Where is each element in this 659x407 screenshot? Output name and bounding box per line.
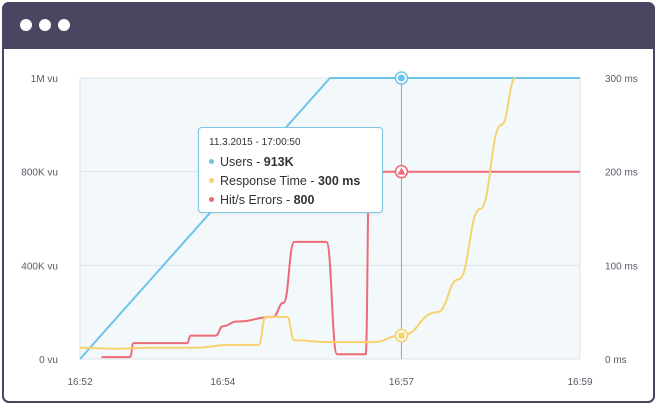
- left-axis-tick-label: 0 vu: [39, 355, 58, 366]
- right-axis-tick-label: 200 ms: [605, 168, 638, 179]
- x-axis-tick-label: 16:59: [567, 377, 592, 388]
- response-time-bullet-icon: [209, 178, 214, 184]
- series-line-users: [79, 77, 580, 360]
- right-axis-tick-label: 100 ms: [605, 261, 638, 272]
- tooltip-row-users: Users - 913K: [209, 153, 372, 172]
- users-marker: [397, 74, 405, 82]
- series-line-response-time: [79, 77, 517, 350]
- tooltip-label: Response Time -: [220, 174, 318, 188]
- tooltip-label: Hit/s Errors -: [220, 193, 294, 207]
- window-dot-icon[interactable]: [20, 19, 32, 31]
- left-axis-tick-label: 800K vu: [21, 168, 58, 179]
- chart-tooltip: 11.3.2015 - 17:00:50 Users - 913K Respon…: [198, 127, 383, 213]
- tooltip-row-errors: Hit/s Errors - 800: [209, 191, 372, 210]
- x-axis-tick-label: 16:57: [389, 377, 414, 388]
- x-axis-tick-label: 16:54: [210, 377, 235, 388]
- window-dot-icon[interactable]: [39, 19, 51, 31]
- window-dot-icon[interactable]: [58, 19, 70, 31]
- errors-marker-triangle-icon: [397, 167, 406, 175]
- right-axis-tick-label: 0 ms: [605, 355, 627, 366]
- tooltip-value: 300 ms: [317, 174, 361, 188]
- right-axis-tick-label: 300 ms: [605, 74, 638, 85]
- window-titlebar: [2, 2, 655, 49]
- line-chart: 0 vu 400K vu 800K vu 1M vu 0 ms 100 ms 200 ms 3…: [21, 71, 638, 388]
- tooltip-value: 913K: [263, 155, 294, 169]
- left-axis-tick-label: 400K vu: [21, 261, 58, 272]
- plot-area: [80, 78, 580, 359]
- left-axis-tick-label: 1M vu: [31, 74, 58, 85]
- tooltip-label: Users -: [220, 155, 264, 169]
- tooltip-date: 11.3.2015 - 17:00:50: [209, 137, 301, 148]
- response-time-marker-square: [398, 332, 405, 339]
- errors-bullet-icon: [209, 197, 214, 203]
- x-axis-tick-label: 16:52: [67, 377, 92, 388]
- tooltip-row-response-time: Response Time - 300 ms: [209, 172, 372, 191]
- users-bullet-icon: [209, 159, 214, 165]
- app-window: 0 vu 400K vu 800K vu 1M vu 0 ms 100 ms 200 ms 3…: [2, 2, 655, 403]
- tooltip-value: 800: [293, 193, 315, 207]
